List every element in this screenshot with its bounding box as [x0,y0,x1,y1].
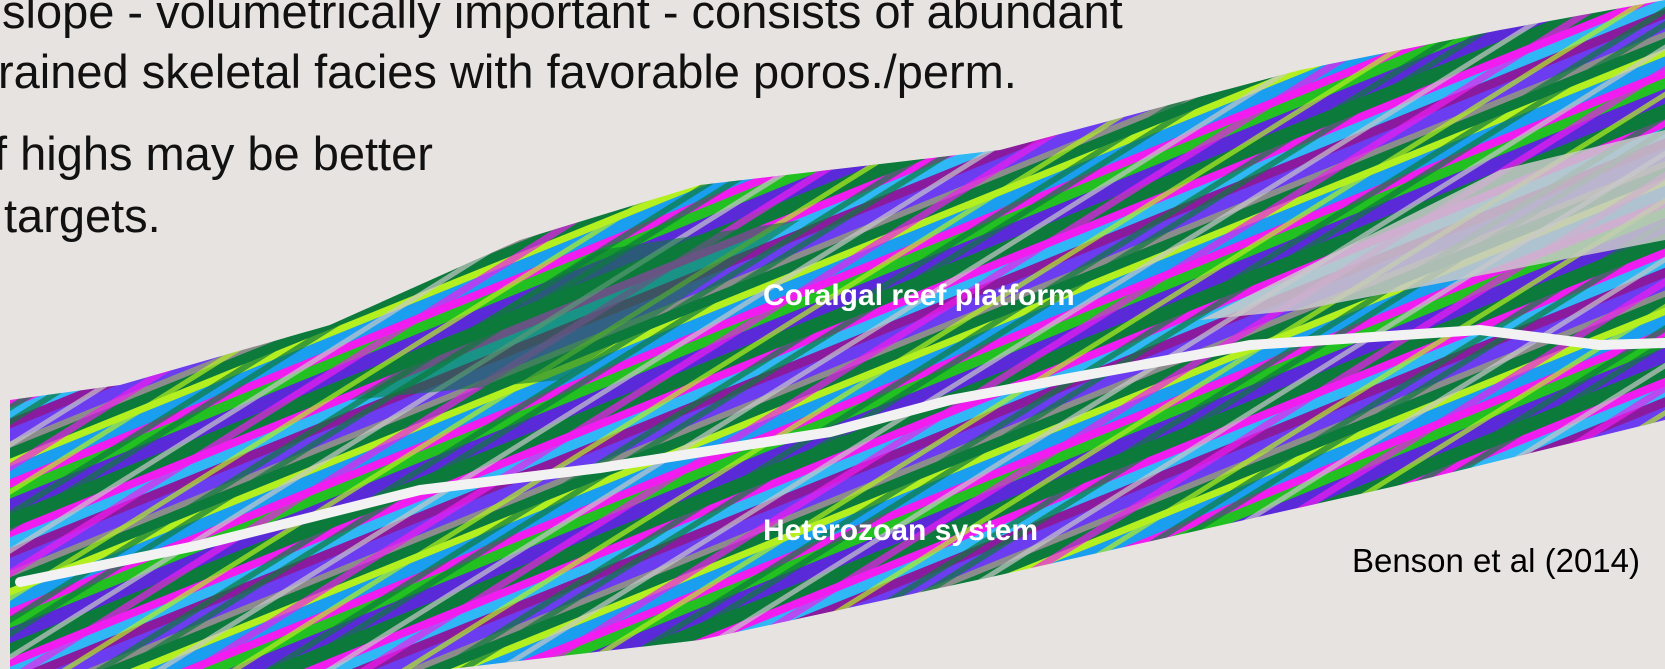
citation: Benson et al (2014) [1352,542,1640,579]
bullet-text: targets. [4,189,161,242]
bullet-text: slope - volumetrically important - consi… [2,0,1123,38]
reef-label: Coralgal reef platform [763,279,1075,312]
bullet-text: f highs may be better [0,127,433,180]
heterozoan-label: Heterozoan system [763,514,1038,547]
slide: slope - volumetrically important - consi… [0,0,1665,669]
page: slope - volumetrically important - consi… [0,0,1665,669]
bullet-text: rained skeletal facies with favorable po… [0,45,1017,98]
